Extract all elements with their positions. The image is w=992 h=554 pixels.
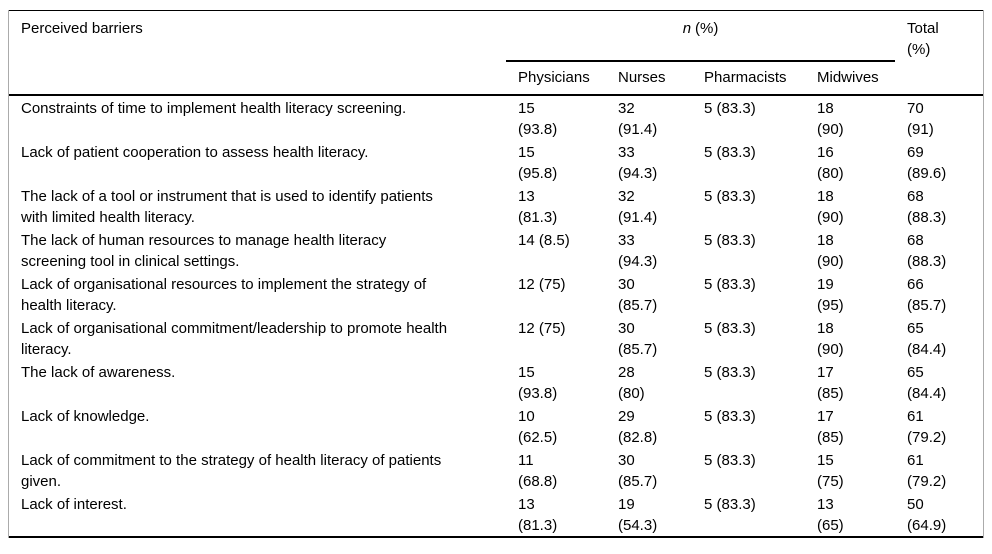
nurses-cell: 29 (82.8) xyxy=(618,408,658,446)
physicians-cell: 13 (81.3) xyxy=(518,188,558,226)
pharmacists-cell: 5 (83.3) xyxy=(704,496,756,513)
midwives-cell: 16 (80) xyxy=(817,144,844,182)
pharmacists-cell: 5 (83.3) xyxy=(704,452,756,469)
barrier-cell: The lack of awareness. xyxy=(21,364,176,381)
nurses-cell: 32 (91.4) xyxy=(618,188,658,226)
total-cell: 65 (84.4) xyxy=(907,364,947,402)
table-row: Lack of interest. 13 (81.3) 19 (54.3) 5 … xyxy=(9,492,983,537)
physicians-cell: 12 (75) xyxy=(518,276,566,293)
table-row: Lack of commitment to the strategy of he… xyxy=(9,448,983,492)
physicians-cell: 14 (8.5) xyxy=(518,232,570,249)
total-cell: 61 (79.2) xyxy=(907,452,947,490)
midwives-cell: 13 (65) xyxy=(817,496,844,534)
physicians-cell: 12 (75) xyxy=(518,320,566,337)
total-cell: 50 (64.9) xyxy=(907,496,947,534)
pharmacists-cell: 5 (83.3) xyxy=(704,232,756,249)
barrier-cell: Lack of knowledge. xyxy=(21,408,150,425)
midwives-cell: 18 (90) xyxy=(817,100,844,138)
barrier-cell: The lack of human resources to manage he… xyxy=(21,232,387,270)
total-cell: 66 (85.7) xyxy=(907,276,947,314)
nurses-cell: 30 (85.7) xyxy=(618,276,658,314)
physicians-cell: 13 (81.3) xyxy=(518,496,558,534)
header-row-professions: Physicians Nurses Pharmacists Midwives xyxy=(9,61,983,96)
pharmacists-cell: 5 (83.3) xyxy=(704,144,756,161)
pharmacists-cell: 5 (83.3) xyxy=(704,276,756,293)
percent-label: (%) xyxy=(695,20,719,37)
table-row: Lack of knowledge. 10 (62.5) 29 (82.8) 5… xyxy=(9,404,983,448)
column-header-midwives: Midwives xyxy=(805,61,896,96)
barrier-cell: Lack of patient cooperation to assess he… xyxy=(21,144,369,161)
physicians-cell: 10 (62.5) xyxy=(518,408,558,446)
table-row: The lack of awareness. 15 (93.8) 28 (80)… xyxy=(9,360,983,404)
physicians-cell: 15 (93.8) xyxy=(518,100,558,138)
midwives-cell: 19 (95) xyxy=(817,276,844,314)
total-cell: 69 (89.6) xyxy=(907,144,947,182)
pharmacists-cell: 5 (83.3) xyxy=(704,320,756,337)
n-symbol: n xyxy=(682,20,692,37)
barrier-cell: Lack of interest. xyxy=(21,496,127,513)
total-cell: 70 (91) xyxy=(907,100,934,138)
pharmacists-cell: 5 (83.3) xyxy=(704,100,756,117)
table-row: Lack of organisational commitment/leader… xyxy=(9,316,983,360)
table-row: The lack of a tool or instrument that is… xyxy=(9,184,983,228)
nurses-cell: 19 (54.3) xyxy=(618,496,658,534)
header-row-group: Perceived barriers n (%) Total (%) xyxy=(9,10,984,96)
midwives-cell: 17 (85) xyxy=(817,408,844,446)
nurses-cell: 28 (80) xyxy=(618,364,645,402)
table-row: Lack of patient cooperation to assess he… xyxy=(9,140,983,184)
barrier-cell: Lack of commitment to the strategy of he… xyxy=(21,452,442,490)
perceived-barriers-table: Perceived barriers n (%) Total (%) Physic… xyxy=(9,10,984,538)
nurses-cell: 32 (91.4) xyxy=(618,100,658,138)
physicians-cell: 15 (95.8) xyxy=(518,144,558,182)
table-row: Lack of organisational resources to impl… xyxy=(9,272,983,316)
midwives-cell: 18 (90) xyxy=(817,232,844,270)
pharmacists-cell: 5 (83.3) xyxy=(704,408,756,425)
midwives-cell: 18 (90) xyxy=(817,320,844,358)
total-cell: 68 (88.3) xyxy=(907,232,947,270)
nurses-cell: 33 (94.3) xyxy=(618,232,658,270)
column-header-nurses: Nurses xyxy=(606,61,692,96)
nurses-cell: 30 (85.7) xyxy=(618,320,658,358)
total-cell: 65 (84.4) xyxy=(907,320,947,358)
table-row: Constraints of time to implement health … xyxy=(9,95,983,140)
column-header-total-percent: Total (%) xyxy=(895,10,984,96)
barrier-cell: Lack of organisational resources to impl… xyxy=(21,276,427,314)
barriers-table-frame: Perceived barriers n (%) Total (%) Physic… xyxy=(8,10,984,538)
column-header-pharmacists: Pharmacists xyxy=(692,61,805,96)
physicians-cell: 15 (93.8) xyxy=(518,364,558,402)
midwives-cell: 15 (75) xyxy=(817,452,844,490)
midwives-cell: 18 (90) xyxy=(817,188,844,226)
table-row: The lack of human resources to manage he… xyxy=(9,228,983,272)
total-cell: 68 (88.3) xyxy=(907,188,947,226)
column-header-perceived-barriers: Perceived barriers xyxy=(9,10,506,96)
total-cell: 61 (79.2) xyxy=(907,408,947,446)
column-header-physicians: Physicians xyxy=(506,61,606,96)
barrier-cell: The lack of a tool or instrument that is… xyxy=(21,188,433,226)
physicians-cell: 11 (68.8) xyxy=(518,452,558,490)
nurses-cell: 33 (94.3) xyxy=(618,144,658,182)
nurses-cell: 30 (85.7) xyxy=(618,452,658,490)
pharmacists-cell: 5 (83.3) xyxy=(704,188,756,205)
column-group-header-n-percent: n (%) xyxy=(506,10,896,62)
pharmacists-cell: 5 (83.3) xyxy=(704,364,756,381)
midwives-cell: 17 (85) xyxy=(817,364,844,402)
barrier-cell: Lack of organisational commitment/leader… xyxy=(21,320,448,358)
barrier-cell: Constraints of time to implement health … xyxy=(21,100,407,117)
table-header: Perceived barriers n (%) Total (%) Physic… xyxy=(9,10,984,96)
table-body: Constraints of time to implement health … xyxy=(9,95,983,537)
